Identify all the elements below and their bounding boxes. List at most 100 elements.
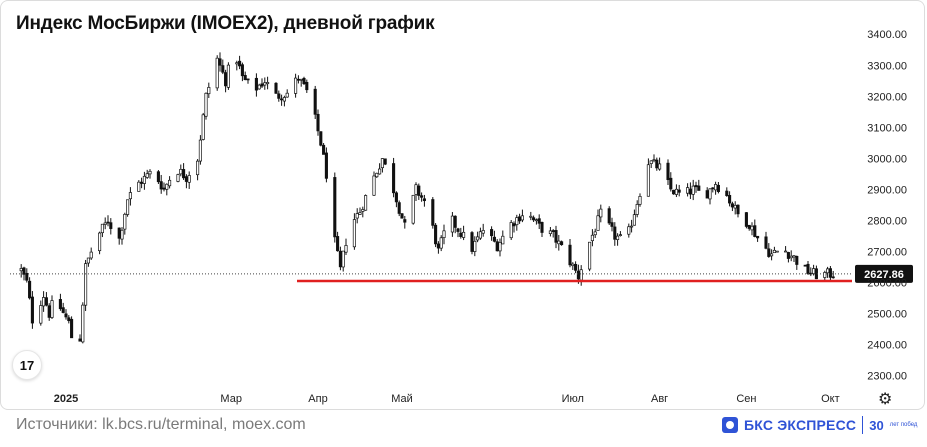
candle-body [162, 187, 166, 190]
candle [277, 90, 281, 102]
candle [128, 187, 132, 206]
candle [383, 158, 387, 166]
candle [140, 177, 144, 189]
time-tick-label: Апр [308, 393, 327, 405]
candle-body [25, 272, 29, 281]
candle [490, 226, 494, 241]
candle-body [333, 177, 337, 238]
candle [574, 261, 578, 274]
candle-body [495, 241, 499, 252]
candle [204, 92, 208, 120]
candle-body [238, 60, 242, 67]
candle-body [728, 194, 732, 204]
tradingview-logo-icon[interactable]: 17 [12, 350, 42, 380]
candle [280, 94, 284, 106]
candle [453, 215, 457, 234]
candle [285, 89, 289, 98]
time-tick-label: Сен [736, 393, 756, 405]
candle-body [282, 97, 286, 102]
candle-body [61, 307, 65, 313]
candle-body [277, 93, 281, 99]
candle [520, 209, 524, 223]
candle-body [691, 185, 695, 195]
price-tick-label: 2500.00 [867, 309, 907, 321]
candle [669, 172, 673, 192]
gear-icon[interactable]: ⚙ [878, 391, 893, 408]
candle [422, 194, 426, 207]
candle [145, 169, 149, 179]
candle-body [81, 304, 85, 343]
candle-body [770, 253, 774, 257]
candle [352, 213, 356, 250]
candle-body [672, 189, 676, 195]
candle [25, 268, 29, 283]
brand-logo: БКС ЭКСПРЕСС 30 лет побед [722, 414, 918, 436]
candle-body [263, 82, 267, 86]
candle [498, 238, 502, 257]
candle [672, 189, 676, 195]
last-price-label: 2627.86 [864, 269, 904, 281]
candle-body [784, 250, 788, 253]
candle [515, 214, 519, 231]
candle-body [515, 217, 519, 226]
price-tick-label: 3000.00 [867, 153, 907, 165]
candle [238, 55, 242, 70]
candle [691, 179, 695, 201]
candle [616, 233, 620, 246]
candle [358, 207, 362, 215]
candle-body [666, 162, 670, 181]
candle [28, 277, 32, 300]
candle-body [257, 84, 261, 90]
candle [716, 181, 720, 194]
time-tick-label: Окт [821, 393, 840, 405]
price-tick-label: 3300.00 [867, 60, 907, 72]
candle-body [86, 257, 90, 264]
candle-body [70, 318, 74, 339]
candle [103, 217, 107, 230]
candle-body [254, 77, 258, 91]
time-tick-label: Авг [651, 393, 668, 405]
candle-body [560, 241, 564, 246]
candle-body [78, 338, 82, 342]
brand-years: 30 [869, 417, 884, 433]
candle-body [456, 228, 460, 232]
chart-title: Индекс МосБиржи (IMOEX2), дневной график [16, 13, 435, 34]
candle [579, 265, 583, 286]
time-axis: 2025 Мар Апр Май Июл Авг Сен Окт [54, 393, 840, 405]
candle [627, 223, 631, 238]
candle [607, 206, 611, 226]
candle-body [224, 72, 228, 87]
candle-body [159, 181, 163, 190]
candle [375, 172, 379, 178]
candle [319, 131, 323, 147]
candle-body [285, 92, 289, 98]
candle-body [812, 268, 816, 274]
candle-body [492, 236, 496, 242]
candle [44, 292, 48, 307]
candle-body [50, 300, 54, 318]
candle [789, 250, 793, 262]
candle [571, 262, 575, 270]
candle-body [204, 92, 208, 117]
candle [81, 302, 85, 344]
candle [221, 59, 225, 75]
candle [64, 309, 68, 320]
candle [260, 78, 264, 89]
candle-body [126, 199, 130, 215]
candle-body [529, 215, 533, 218]
candle [215, 55, 219, 91]
candlestick-chart[interactable]: 2627.86 2300.00 2400.00 2500.00 2600.00 2700… [0, 0, 927, 408]
candle-body [674, 188, 678, 195]
candle [324, 147, 328, 183]
candle [126, 199, 130, 217]
candle-body [30, 296, 34, 324]
candle-body [439, 237, 443, 249]
candle-body [747, 224, 751, 229]
candle [501, 230, 505, 245]
candle-body [299, 78, 303, 81]
candle [756, 235, 760, 242]
candle-body [336, 236, 340, 252]
candle [610, 217, 614, 232]
candle [201, 112, 205, 141]
candle [809, 267, 813, 277]
